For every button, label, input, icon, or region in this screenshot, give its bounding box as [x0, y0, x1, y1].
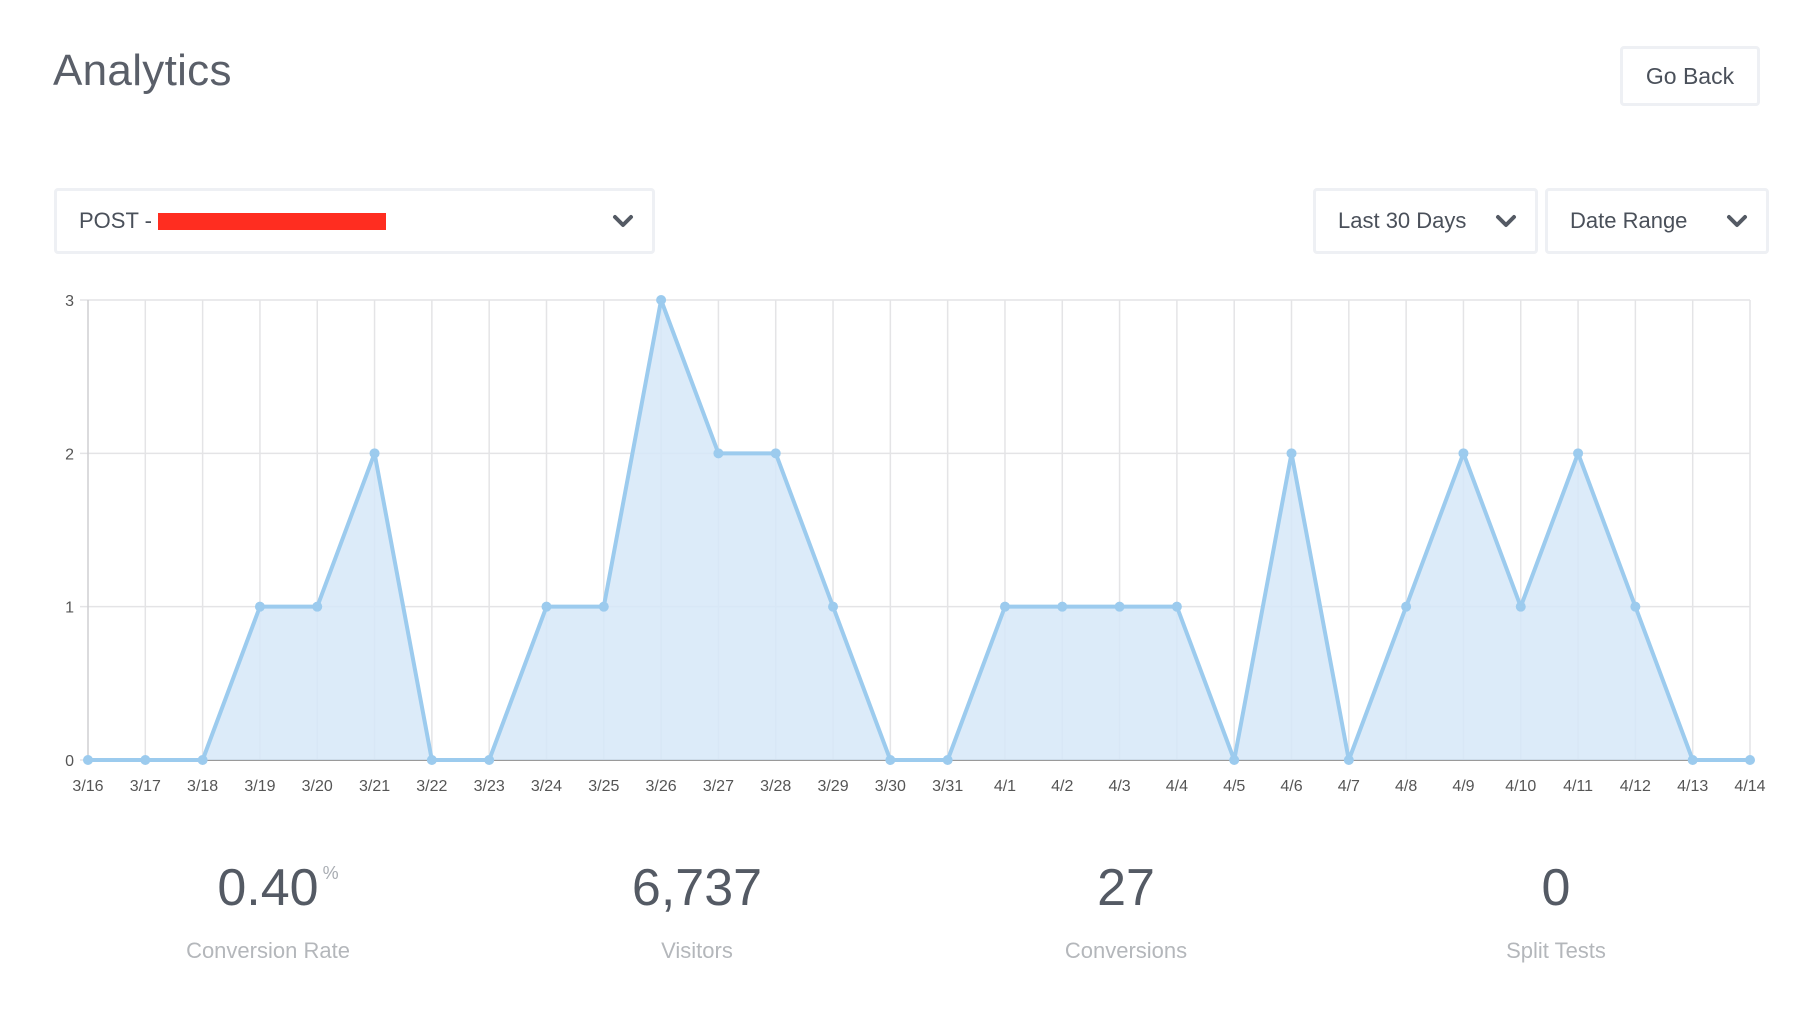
- stat-value: 6,737: [631, 859, 763, 917]
- stat-label: Conversions: [1064, 938, 1188, 963]
- post-select-prefix: POST -: [79, 208, 152, 233]
- area-fill: [88, 300, 1750, 760]
- stat-value: 0.40: [217, 859, 319, 917]
- y-tick-label: 0: [65, 753, 74, 770]
- data-point: [1745, 755, 1755, 765]
- data-point: [1114, 601, 1125, 612]
- data-point: [1286, 448, 1297, 459]
- x-tick-label: 3/30: [875, 778, 906, 795]
- data-point: [1687, 755, 1698, 765]
- period-select-value: Last 30 Days: [1338, 208, 1467, 233]
- data-point: [369, 448, 380, 459]
- page-title: Analytics: [53, 46, 232, 95]
- stat-unit: %: [322, 863, 339, 883]
- y-tick-label: 1: [65, 600, 74, 617]
- post-select-label: POST -: [57, 208, 386, 234]
- x-tick-label: 3/22: [416, 778, 447, 795]
- data-point: [713, 448, 724, 459]
- data-point: [942, 755, 953, 765]
- stat-label: Split Tests: [1506, 938, 1606, 963]
- data-point: [197, 755, 208, 765]
- data-point: [598, 601, 609, 612]
- data-point: [656, 295, 667, 305]
- x-tick-label: 4/4: [1166, 778, 1188, 795]
- period-select[interactable]: Last 30 Days: [1313, 188, 1538, 254]
- x-tick-label: 3/28: [760, 778, 791, 795]
- series-line: [88, 298, 1750, 762]
- stat-conversions: 27 Conversions: [946, 862, 1306, 964]
- redacted-post-name: [157, 212, 386, 230]
- stat-conversion-rate: 0.40% Conversion Rate: [88, 862, 448, 964]
- stat-label: Conversion Rate: [186, 938, 350, 963]
- date-range-select-value: Date Range: [1570, 208, 1688, 233]
- x-tick-label: 3/17: [130, 778, 161, 795]
- data-point: [254, 601, 265, 612]
- x-tick-label: 3/25: [588, 778, 619, 795]
- data-point: [999, 601, 1010, 612]
- data-point: [1515, 601, 1526, 612]
- y-tick-label: 2: [65, 446, 74, 463]
- x-tick-label: 3/29: [817, 778, 848, 795]
- x-tick-label: 4/6: [1280, 778, 1302, 795]
- data-point: [1458, 448, 1469, 459]
- data-point: [1573, 448, 1584, 459]
- x-tick-label: 3/27: [703, 778, 734, 795]
- x-tick-label: 3/19: [244, 778, 275, 795]
- stat-label: Visitors: [661, 938, 733, 963]
- stat-visitors: 6,737 Visitors: [517, 862, 877, 964]
- data-point: [1229, 755, 1240, 765]
- x-tick-label: 3/23: [474, 778, 505, 795]
- x-tick-label: 4/9: [1452, 778, 1474, 795]
- x-tick-label: 3/31: [932, 778, 963, 795]
- y-tick-label: 3: [65, 293, 74, 310]
- x-tick-label: 4/11: [1563, 778, 1593, 795]
- data-point: [1401, 601, 1412, 612]
- data-point: [1171, 601, 1182, 612]
- x-tick-label: 4/14: [1734, 778, 1765, 795]
- x-tick-label: 4/3: [1108, 778, 1130, 795]
- chevron-down-icon: [1496, 215, 1516, 227]
- stat-value: 0: [1541, 859, 1571, 917]
- data-point: [1343, 755, 1354, 765]
- data-point: [484, 755, 495, 765]
- data-point: [828, 601, 839, 612]
- x-tick-label: 4/5: [1223, 778, 1245, 795]
- data-point: [1057, 601, 1068, 612]
- go-back-button[interactable]: Go Back: [1620, 46, 1760, 106]
- data-point: [541, 601, 552, 612]
- x-tick-label: 3/18: [187, 778, 218, 795]
- x-tick-label: 3/21: [359, 778, 390, 795]
- x-tick-label: 4/10: [1505, 778, 1536, 795]
- x-tick-label: 4/7: [1338, 778, 1360, 795]
- data-point: [312, 601, 323, 612]
- x-tick-label: 4/12: [1620, 778, 1651, 795]
- date-range-select[interactable]: Date Range: [1545, 188, 1769, 254]
- x-tick-label: 4/13: [1677, 778, 1708, 795]
- conversions-area-chart: 0 1 2 3 3/16 3/17 3/18 3/19 3/20 3/21 3/22 3/23 3/24…: [65, 293, 1766, 795]
- x-tick-label: 3/20: [302, 778, 333, 795]
- data-point: [140, 755, 151, 765]
- data-point: [426, 755, 437, 765]
- chevron-down-icon: [613, 215, 633, 227]
- stat-split-tests: 0 Split Tests: [1376, 862, 1736, 964]
- x-tick-label: 3/16: [72, 778, 103, 795]
- stat-value: 27: [1097, 859, 1155, 917]
- x-tick-label: 4/8: [1395, 778, 1417, 795]
- x-tick-label: 4/2: [1051, 778, 1073, 795]
- data-point: [1630, 601, 1641, 612]
- chevron-down-icon: [1727, 215, 1747, 227]
- data-point: [770, 448, 781, 459]
- x-tick-label: 4/1: [994, 778, 1016, 795]
- x-tick-label: 3/26: [646, 778, 677, 795]
- data-point: [885, 755, 896, 765]
- post-select[interactable]: POST -: [54, 188, 655, 254]
- data-point: [83, 755, 93, 765]
- x-tick-label: 3/24: [531, 778, 562, 795]
